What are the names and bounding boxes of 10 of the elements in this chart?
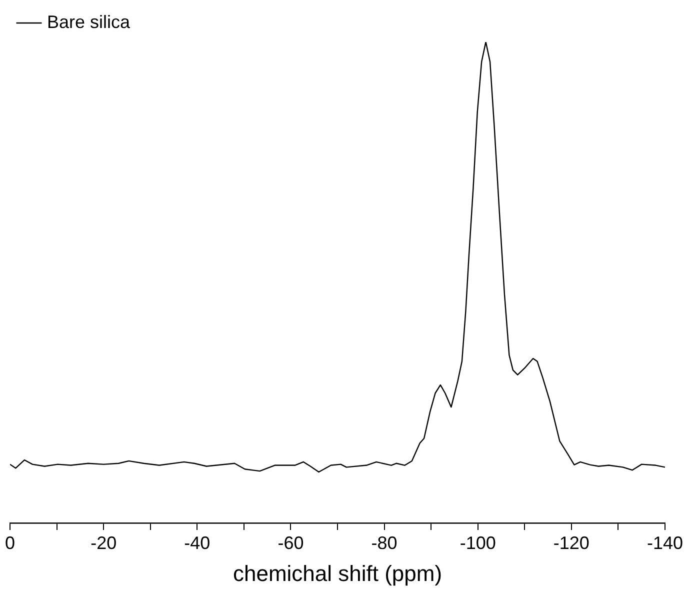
x-tick-label: -120 [553,532,590,553]
x-tick-label: -60 [278,532,304,553]
legend-label: Bare silica [47,12,132,32]
x-tick-label: 0 [4,532,16,553]
x-tick-label: -100 [460,532,496,553]
x-axis-title: chemichal shift (ppm) [232,560,442,586]
x-tick-label: -80 [371,532,398,553]
x-tick-label: -20 [90,532,117,553]
x-tick-label: -40 [184,532,210,553]
x-tick-label: -140 [646,532,684,553]
